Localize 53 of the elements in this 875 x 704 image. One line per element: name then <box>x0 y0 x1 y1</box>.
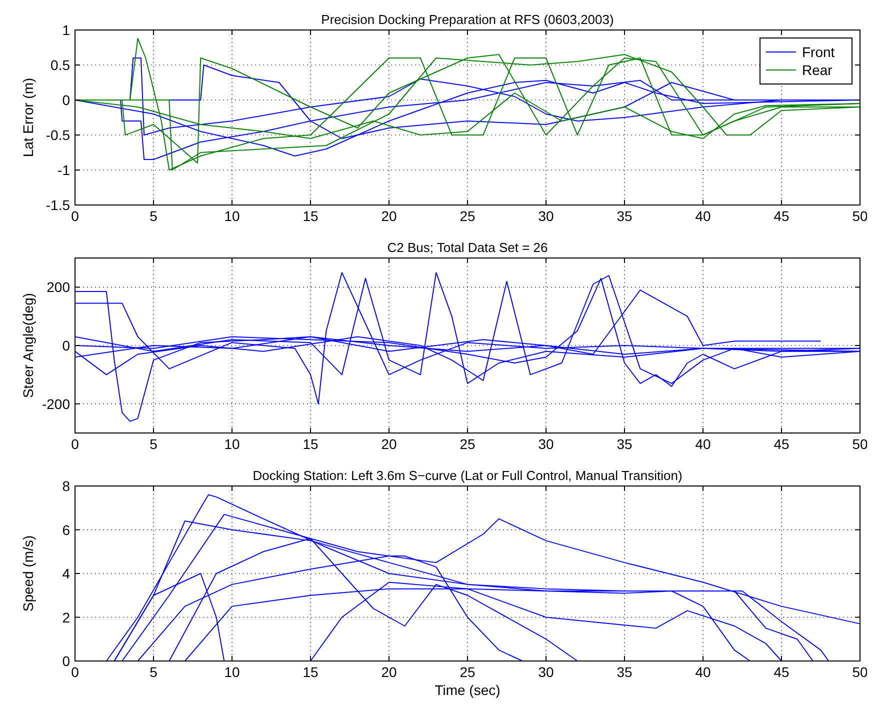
x-tick-label: 15 <box>302 436 318 452</box>
x-tick-label: 30 <box>538 664 554 680</box>
x-tick-label: 20 <box>381 208 397 224</box>
y-tick-label: -0.5 <box>46 127 70 143</box>
x-tick-label: 35 <box>616 664 632 680</box>
y-tick-label: -1 <box>58 162 70 178</box>
x-tick-label: 30 <box>538 436 554 452</box>
x-tick-label: 25 <box>460 208 476 224</box>
x-tick-label: 5 <box>150 436 158 452</box>
x-tick-label: 25 <box>460 664 476 680</box>
x-tick-label: 10 <box>224 208 240 224</box>
y-tick-label: 0 <box>62 338 70 354</box>
x-tick-label: 45 <box>774 208 790 224</box>
x-tick-label: 40 <box>695 664 711 680</box>
x-tick-label: 5 <box>150 208 158 224</box>
legend-label: Front <box>802 44 835 60</box>
y-tick-label: 0.5 <box>50 57 70 73</box>
y-axis-title: Speed (m/s) <box>20 535 36 612</box>
x-tick-label: 15 <box>302 208 318 224</box>
x-tick-label: 35 <box>616 436 632 452</box>
y-tick-label: 0 <box>62 653 70 669</box>
y-tick-label: 0 <box>62 92 70 108</box>
x-tick-label: 10 <box>224 664 240 680</box>
x-tick-label: 10 <box>224 436 240 452</box>
y-tick-label: 1 <box>62 22 70 38</box>
x-tick-label: 15 <box>302 664 318 680</box>
x-tick-label: 45 <box>774 664 790 680</box>
y-axis-title: Lat Error (m) <box>20 78 36 158</box>
x-tick-label: 45 <box>774 436 790 452</box>
y-tick-label: -200 <box>42 396 70 412</box>
chart-title: Precision Docking Preparation at RFS (0603,2003) <box>321 12 614 27</box>
x-tick-label: 50 <box>852 664 868 680</box>
x-tick-label: 40 <box>695 208 711 224</box>
y-tick-label: -1.5 <box>46 197 70 213</box>
x-tick-label: 40 <box>695 436 711 452</box>
x-tick-label: 25 <box>460 436 476 452</box>
y-tick-label: 4 <box>62 566 70 582</box>
y-tick-label: 6 <box>62 522 70 538</box>
legend-label: Rear <box>802 62 833 78</box>
y-tick-label: 200 <box>46 279 70 296</box>
x-tick-label: 50 <box>852 208 868 224</box>
x-tick-label: 50 <box>852 436 868 452</box>
x-tick-label: 30 <box>538 208 554 224</box>
chart-title: Docking Station: Left 3.6m S−curve (Lat or Full Control, Manual Transition) <box>252 468 682 483</box>
x-tick-label: 20 <box>381 664 397 680</box>
y-axis-title: Steer Angle(deg) <box>20 292 36 398</box>
chart-title: C2 Bus; Total Data Set = 26 <box>387 240 548 255</box>
x-tick-label: 5 <box>150 664 158 680</box>
x-tick-label: 20 <box>381 436 397 452</box>
x-axis-title: Time (sec) <box>434 682 500 698</box>
y-tick-label: 2 <box>62 609 70 626</box>
x-tick-label: 35 <box>616 208 632 224</box>
y-tick-label: 8 <box>62 478 70 494</box>
